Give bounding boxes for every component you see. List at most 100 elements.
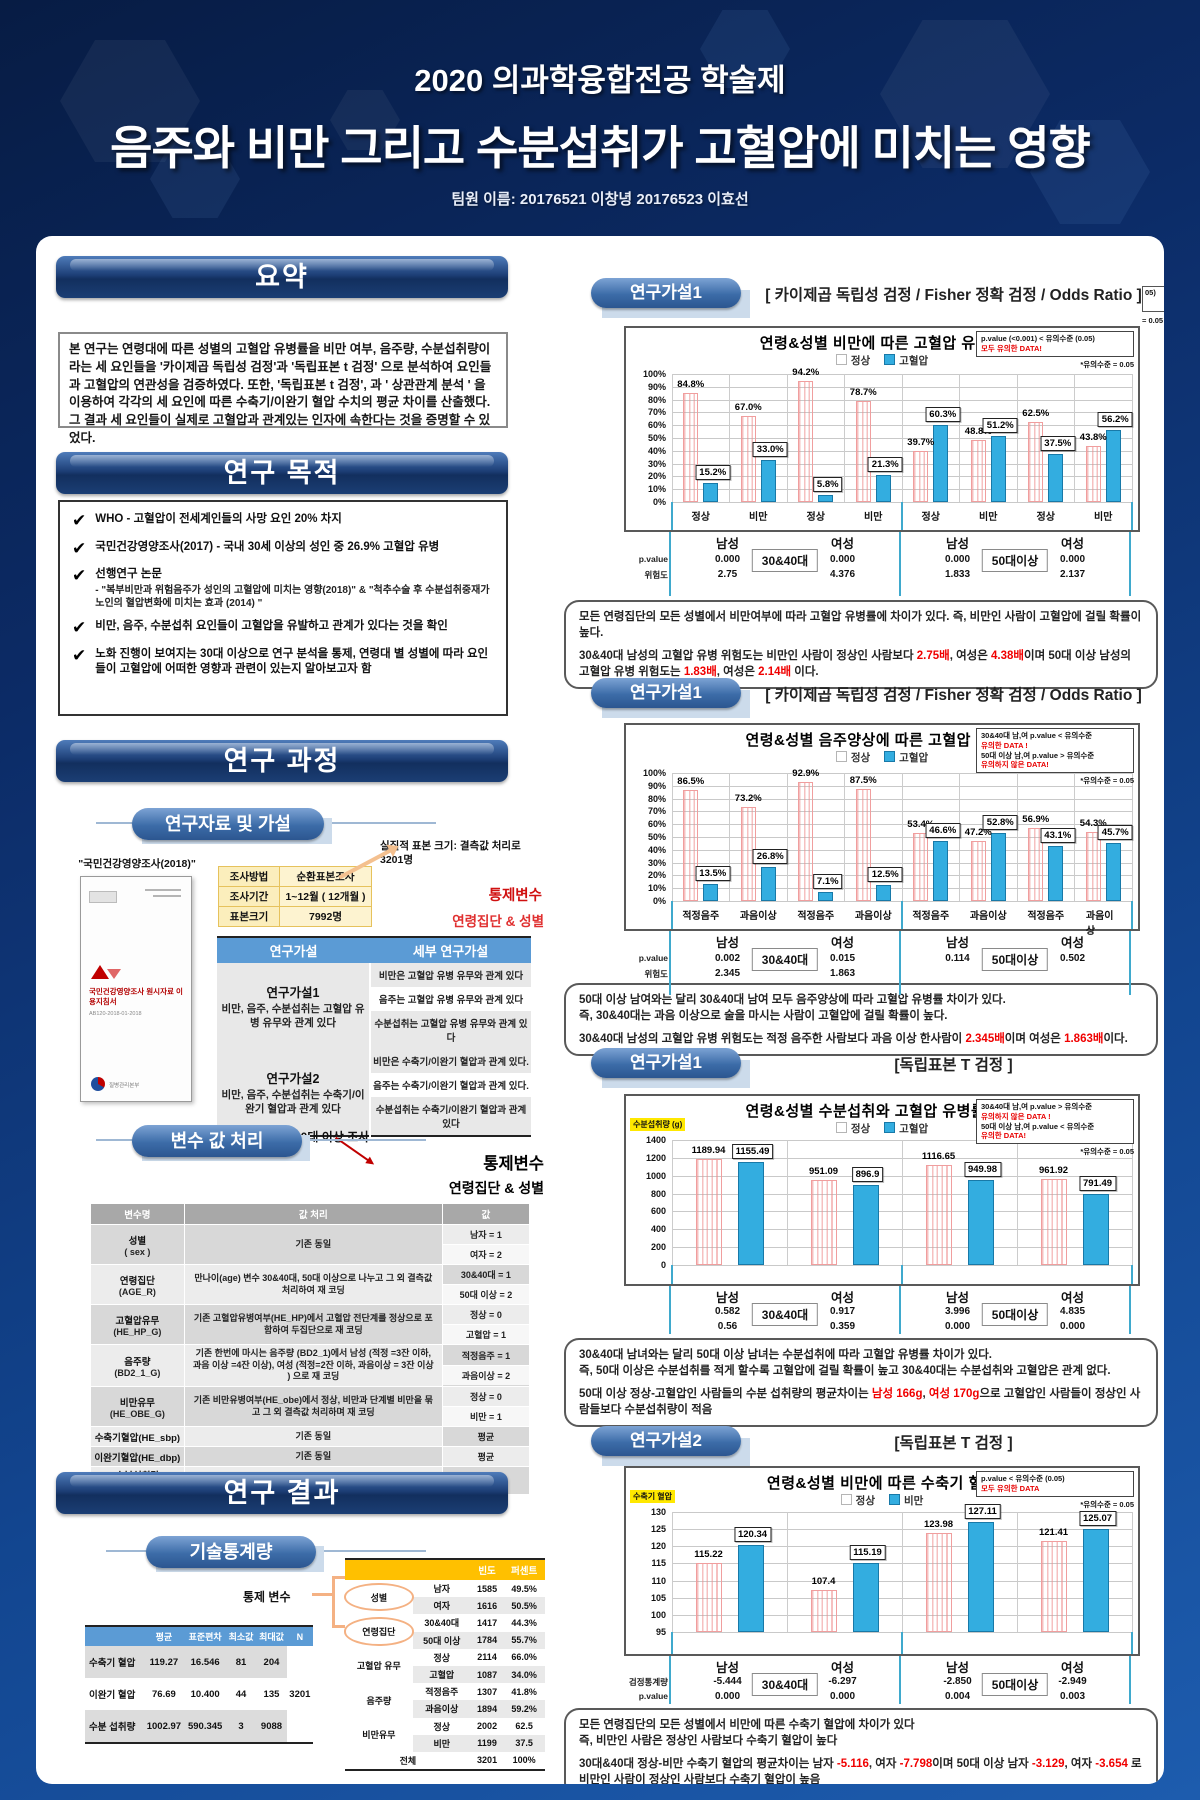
y-tick-label: 20%: [647, 870, 666, 881]
f-num: 1087: [470, 1665, 504, 1684]
legend-item: 정상: [835, 354, 871, 367]
freq-group-cell: 비만유무: [345, 1717, 413, 1752]
v-vals: 정상 = 0 고혈압 = 1: [441, 1304, 531, 1345]
span: 이다.: [791, 666, 819, 679]
bar-label: 1116.65: [921, 1151, 956, 1163]
hypothesis-badge: 연구가설2: [591, 1426, 741, 1456]
conc-gap: [579, 641, 1143, 648]
v-proc: 기존 동일: [183, 1224, 443, 1265]
category-label: 정상: [921, 512, 940, 523]
bar-normal: [855, 401, 871, 502]
vgrid: [671, 1140, 673, 1265]
bar-label-boxed: 1155.49: [731, 1143, 774, 1159]
poster-title: 음주와 비만 그리고 수분섭취가 고혈압에 미치는 영향: [110, 122, 1091, 174]
y-tick-label: 95: [655, 1627, 666, 1637]
bar-accent: [1048, 845, 1064, 901]
doc-decoration: [145, 889, 181, 891]
st-lab: 수분 섭취량: [85, 1710, 144, 1743]
stat-value: 2.345: [714, 968, 741, 979]
variable-row: 비만유무 (HE_OBE_G) 기존 비만유병여부(HE_obe)에서 정상, 비만…: [90, 1386, 531, 1428]
y-tick-label: 0%: [652, 497, 666, 507]
bar-label: 86.5%: [677, 776, 705, 788]
conc-line: 30&40대 남성의 고혈압 유병 위험도는 적정 음주한 사람보다 과음 이상…: [579, 1031, 1143, 1047]
significance-note: *유의수준 = 0.05: [1080, 1499, 1134, 1509]
vgrid: [786, 1512, 788, 1632]
chart-footer: 남성 여성 남성 여성 30&40대 50대이상 검정통계량 -5.444 -6.297 -2.8…: [624, 1656, 1140, 1704]
freq-group-cell: 연령집단: [344, 1614, 414, 1649]
bar-normal: [683, 790, 699, 901]
leg-tx: 고혈압: [899, 1123, 929, 1135]
td: 81: [225, 1646, 257, 1678]
bar-label-boxed: 896.9: [851, 1166, 884, 1182]
note-line: 유의한 DATA!: [981, 1131, 1026, 1141]
span: 즉, 50대 이상은 수분섭취를 적게 할수록 고혈압에 걸릴 확률이 높고 3…: [579, 1365, 1111, 1378]
chart-note: p.value (<0.001) < 유의수준 (0.05) 모두 유의한 DAT…: [976, 331, 1134, 370]
span: 이다.: [1103, 1033, 1128, 1046]
note-line: 모두 유의한 DATA!: [981, 343, 1042, 353]
bar-label: 92.9%: [792, 768, 820, 780]
bar-label-boxed: 46.6%: [925, 823, 961, 839]
chart-title: 연령&성별 수분섭취와 고혈압 유병률 관계: [745, 1103, 1019, 1120]
f-item: 50대 이상: [412, 1631, 471, 1649]
vgrid: [786, 1140, 788, 1265]
f-num: 49.5%: [511, 1583, 537, 1594]
v-n: 고혈압유무: [115, 1315, 160, 1327]
hypothesis-detail-row: 수분섭취는 고혈압 유병 유무와 관계 있다: [217, 1011, 531, 1049]
td: 3: [225, 1710, 257, 1743]
hypothesis-table: 연구가설 세부 연구가설 연구가설1 비만, 음주, 수분섭취는 고혈압 유병 유무와…: [217, 936, 531, 1137]
sv-key: 조사기간: [218, 886, 280, 907]
subsection-descriptive: 기술통계량: [146, 1536, 316, 1568]
purpose-list: ✔ WHO - 고혈압이 전세계인들의 사망 요인 20% 차지 ✔ 국민건강영양조사…: [58, 500, 508, 716]
hypothesis-detail-row: 수분섭취는 수축기/이완기 혈압과 관계 있다: [217, 1097, 531, 1136]
stat-value: 0.000: [1059, 554, 1086, 565]
purpose-item-text: 노화 진행이 보여지는 30대 이상으로 연구 분석을 통제, 연령대 별 성별…: [95, 647, 494, 678]
y-tick-label: 70%: [647, 407, 666, 418]
bar-label: 67.0%: [734, 402, 762, 414]
chart-title: 연령&성별 비만에 따른 고혈압 유병률: [759, 335, 1005, 352]
bar-label-boxed: 115.19: [849, 1544, 886, 1560]
freq-row: 성별 남자 1585 49.5%: [344, 1580, 545, 1615]
v-n: 이완기혈압(HE_dbp): [94, 1452, 181, 1464]
f-num: 55.7%: [503, 1631, 545, 1649]
f-num: 1307: [477, 1686, 498, 1697]
stat-value: 4.376: [829, 569, 856, 580]
age-group-label: 50대이상: [981, 549, 1049, 572]
chk-main: 국민건강영양조사(2017) - 국내 30세 이상의 성인 중 26.9% 고…: [95, 540, 440, 553]
hyp-detail: 음주는 고혈압 유병 유무와 관계 있다: [370, 987, 531, 1011]
hexagon-decoration: [700, 10, 790, 88]
bar-label: 84.8%: [677, 379, 705, 391]
bar-normal: [798, 782, 814, 901]
bar-label: 47.2%: [964, 826, 992, 838]
y-tick-label: 100%: [642, 369, 666, 379]
td: 135: [263, 1688, 280, 1700]
survey-caption: "국민건강영양조사(2018)": [78, 858, 196, 870]
span: 30&40대 남성의 고혈압 유병 위험도는 비만인 사람이 정상인 사람보다: [579, 650, 917, 663]
hypothesis-badge: 연구가설1: [591, 1048, 741, 1078]
leg-tx: 정상: [850, 355, 871, 367]
freq-row: 음주량 적정음주 1307 41.8%: [345, 1683, 545, 1718]
v-val: 30&40대 = 1: [460, 1270, 511, 1280]
hyp-gdesc: 비만, 음주, 수분섭취는 고혈압 유병 유무와 관계 있다: [221, 1002, 365, 1029]
y-tick-label: 90%: [647, 381, 666, 392]
f-num: 1894: [470, 1700, 504, 1718]
category-row: 정상 비만 정상 비만 정상 비만 정상 비만: [626, 502, 1138, 530]
freq-header-row: 빈도 퍼센트: [345, 1559, 545, 1580]
category-label: 비만: [864, 512, 883, 523]
variable-row: 성별( sex ) 기존 동일 남자 = 1 여자 = 2: [90, 1224, 531, 1265]
bar-label-boxed: 51.2%: [982, 418, 1018, 434]
group-divider: [669, 931, 671, 995]
conc-gap: [579, 1749, 1143, 1756]
y-tick-label: 90%: [647, 780, 666, 791]
legend-item: 정상: [840, 1494, 875, 1507]
group-divider: [1131, 1265, 1133, 1284]
variable-row: 이완기혈압(HE_dbp) 기존 동일 평균: [90, 1446, 531, 1468]
st-lab: 수축기 혈압: [85, 1646, 144, 1678]
conc-line: 50대 이상 정상-고혈압인 사람들의 수분 섭취량의 평균차이는 남성 166…: [579, 1386, 1143, 1418]
sample-size-note: 실질적 표본 크기: 결측값 처리로 3201명: [380, 840, 521, 866]
legend-swatch-normal: [835, 1122, 847, 1133]
th: 값 처리: [183, 1203, 443, 1225]
bar-accent: [875, 474, 891, 502]
v-val: 50대 이상 = 2: [442, 1284, 529, 1304]
chk-main: 노화 진행이 보여지는 30대 이상으로 연구 분석을 통제, 연령대 별 성별…: [95, 647, 489, 676]
bar-accent: [967, 1180, 994, 1265]
